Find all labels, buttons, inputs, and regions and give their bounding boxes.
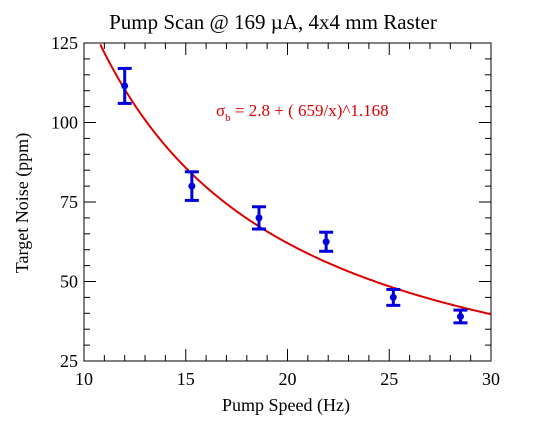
x-tick-label: 30: [482, 369, 500, 389]
fit-layer: [99, 44, 492, 316]
y-tick-label: 25: [60, 351, 78, 371]
fit-annotation-formula: = 2.8 + ( 659/x)^1.168: [231, 101, 389, 120]
fit-curve: [99, 44, 492, 316]
fit-annotation: σb = 2.8 + ( 659/x)^1.168: [216, 101, 389, 124]
axis-ticks: 10 15 20 25 30 25 50 75 100 125: [51, 33, 500, 389]
data-points: [117, 66, 468, 325]
data-point: [184, 170, 199, 202]
y-axis-label: Target Noise (ppm): [12, 133, 33, 273]
y-tick-label: 50: [60, 272, 78, 292]
x-tick-label: 25: [380, 369, 398, 389]
fit-annotation-sigma: σ: [216, 101, 225, 120]
point-marker: [456, 312, 464, 320]
point-marker: [389, 293, 397, 301]
x-tick-label: 10: [75, 369, 93, 389]
point-marker: [322, 238, 330, 246]
x-tick-label: 15: [177, 369, 195, 389]
data-point: [117, 66, 132, 105]
point-marker: [188, 182, 196, 190]
data-point: [319, 230, 334, 253]
x-axis-label: Pump Speed (Hz): [222, 395, 350, 416]
chart-title: Pump Scan @ 169 µA, 4x4 mm Raster: [109, 10, 437, 34]
y-tick-label: 100: [51, 113, 78, 133]
data-point: [252, 205, 267, 231]
y-tick-label: 125: [51, 33, 78, 53]
point-marker: [121, 82, 129, 90]
data-point: [386, 287, 401, 307]
x-tick-label: 20: [279, 369, 297, 389]
point-marker: [255, 214, 263, 222]
fit-annotation-subscript: b: [225, 112, 231, 124]
y-tick-label: 75: [60, 192, 78, 212]
plot-frame: [83, 42, 492, 362]
data-point: [453, 308, 468, 325]
